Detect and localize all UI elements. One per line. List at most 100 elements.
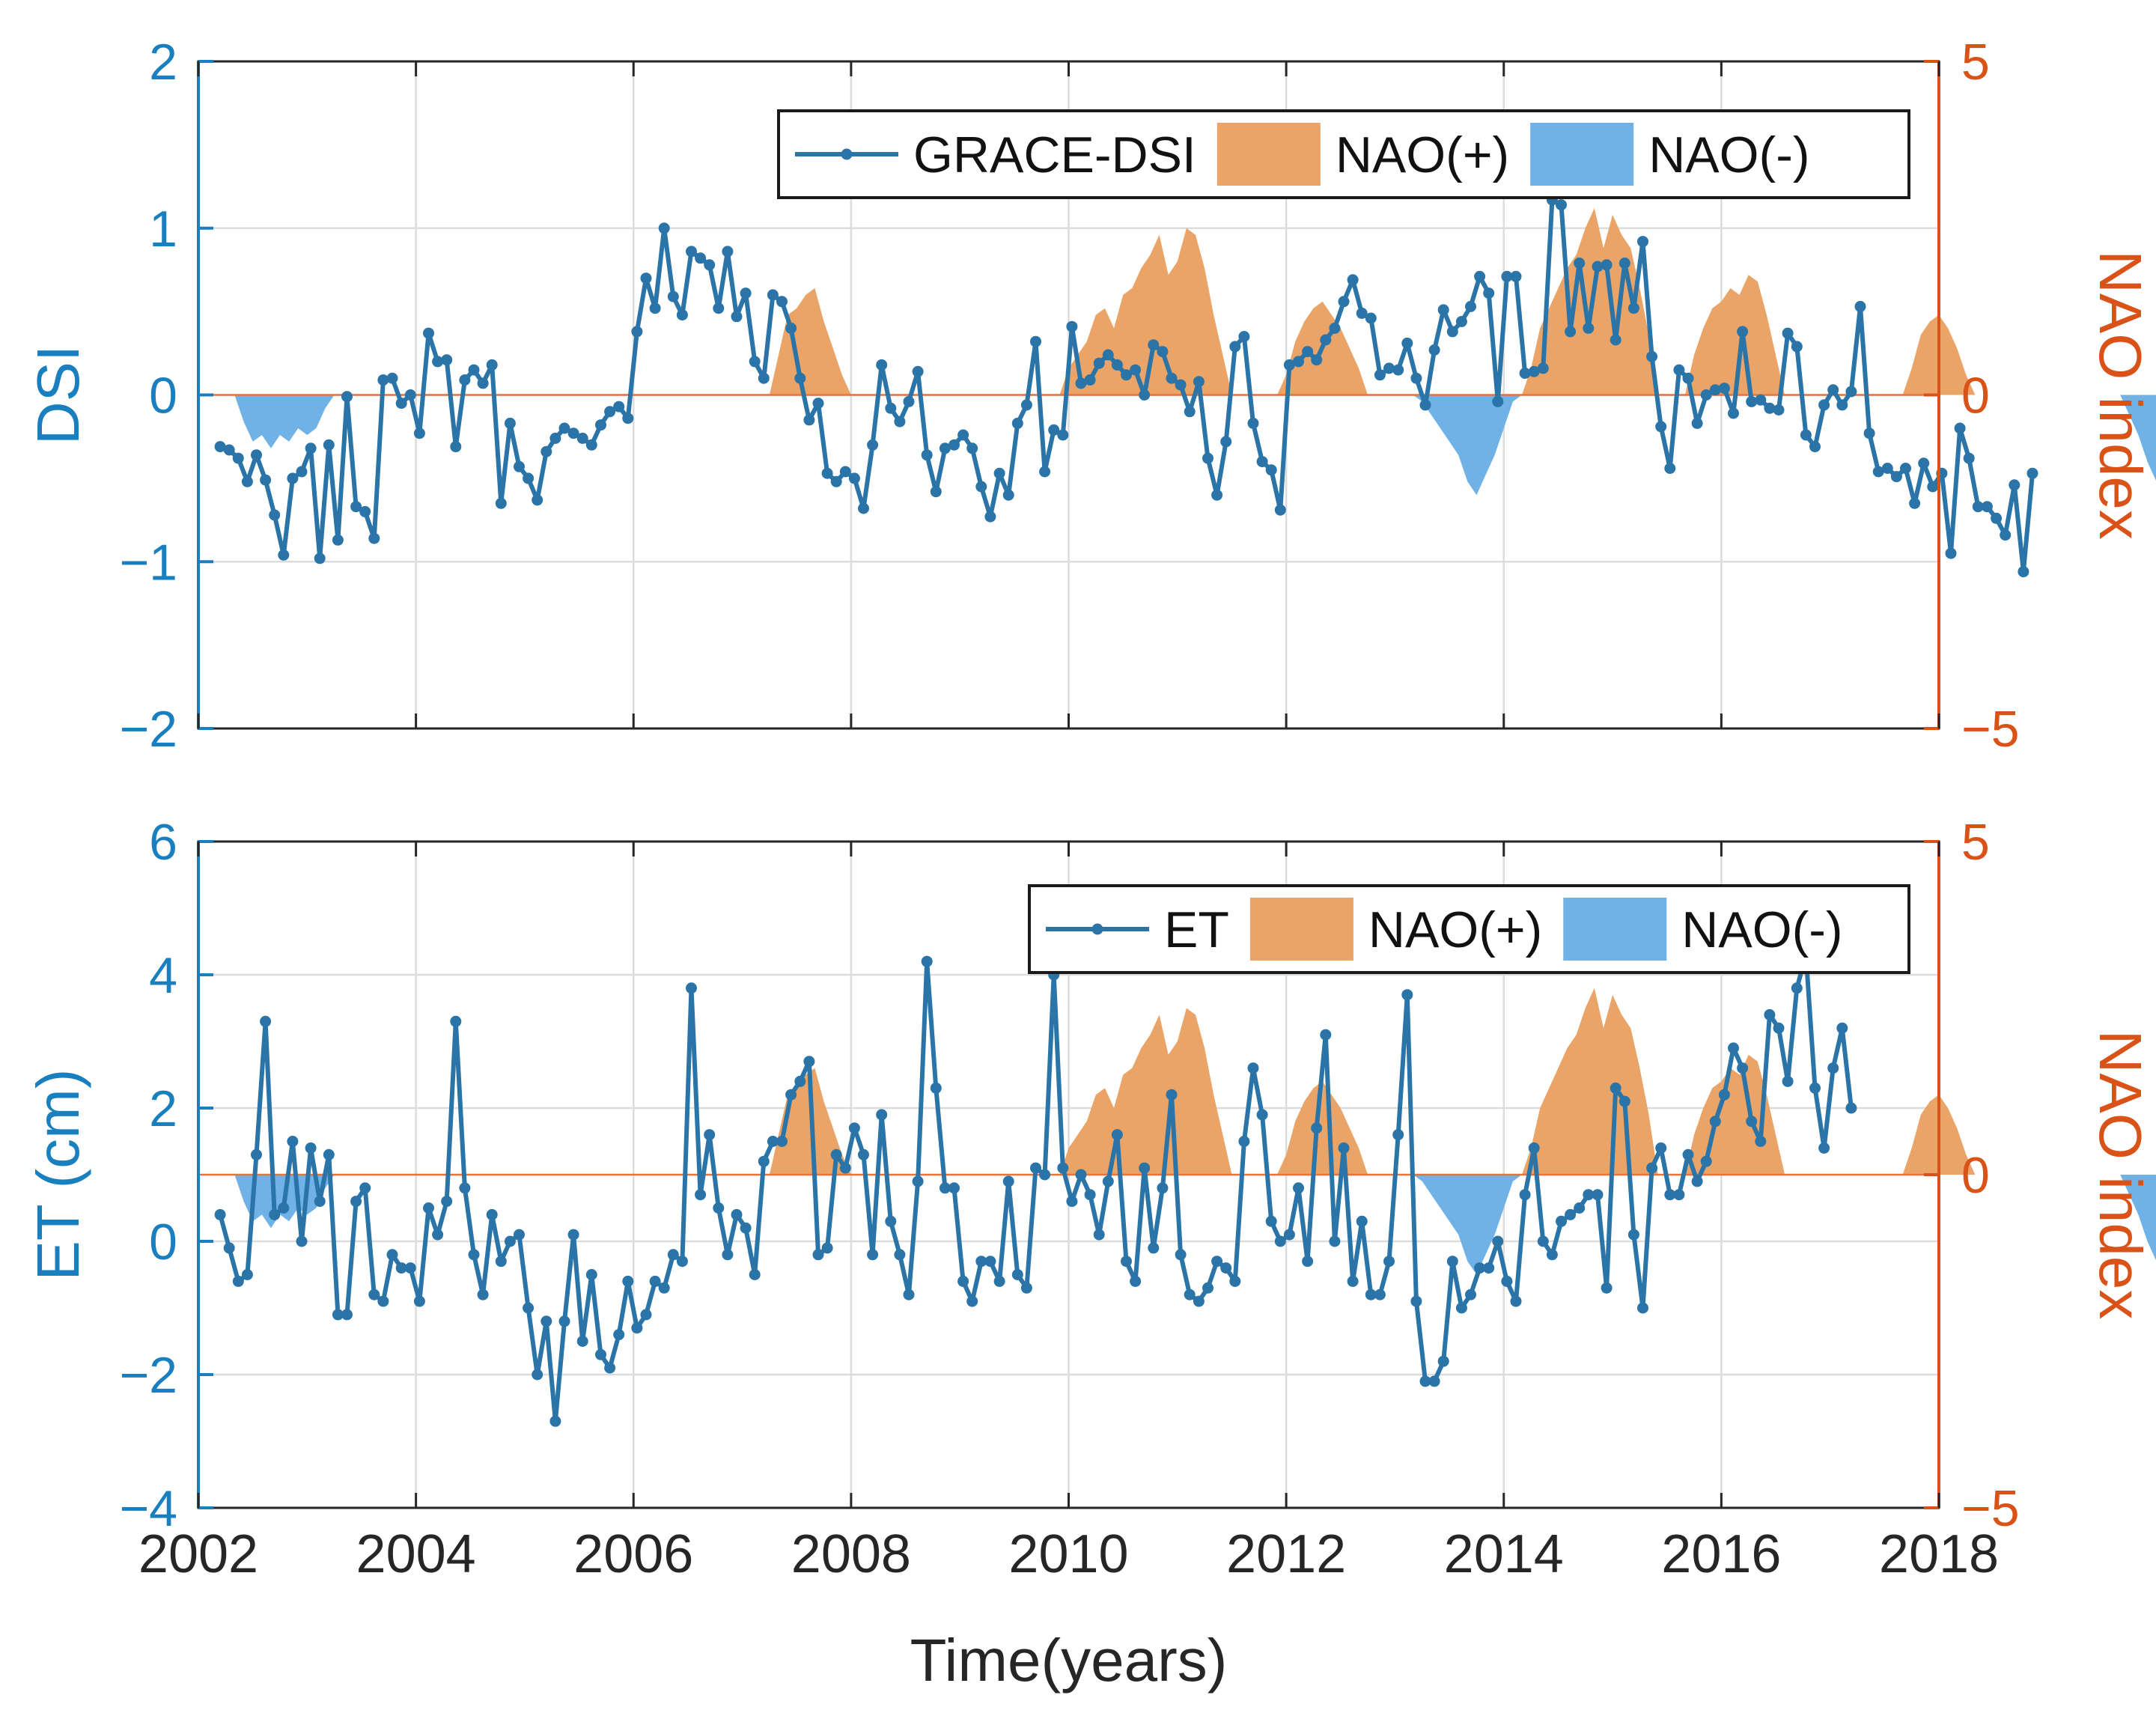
dsi-point (1945, 547, 1957, 559)
legend-label-grace-dsi: GRACE-DSI (913, 127, 1196, 183)
dsi-point (957, 429, 969, 441)
dsi-point (695, 252, 707, 264)
dsi-point (1446, 326, 1458, 338)
dsi-point (1048, 424, 1060, 436)
et-point (1746, 1116, 1758, 1128)
et-point (1556, 1215, 1567, 1227)
et-point (885, 1215, 897, 1227)
left-tick-label: 2 (149, 1080, 177, 1137)
dsi-point (1365, 312, 1377, 324)
et-point (323, 1148, 335, 1160)
dsi-point (1392, 364, 1404, 376)
legend-swatch-nao-pos-top (1216, 123, 1321, 186)
dsi-point (676, 309, 688, 321)
dsi-point (1746, 395, 1758, 407)
et-point (776, 1136, 788, 1147)
et-point (514, 1229, 525, 1241)
et-point (1283, 1229, 1295, 1241)
dsi-point (1845, 386, 1857, 398)
dsi-point (1890, 471, 1902, 483)
dsi-point (1881, 463, 1893, 474)
et-point (386, 1249, 398, 1261)
et-point (1011, 1269, 1023, 1280)
left-tick-label: 1 (149, 201, 177, 258)
nao-positive-area (225, 208, 2156, 395)
dsi-point (595, 419, 606, 431)
dsi-point (486, 359, 498, 371)
et-point (523, 1302, 535, 1314)
et-point (1157, 1182, 1169, 1194)
left-tick-label: 0 (149, 368, 177, 425)
left-tick-label: 4 (149, 947, 177, 1004)
dsi-point (1157, 346, 1169, 358)
dsi-point (576, 432, 588, 444)
dsi-point (1011, 417, 1023, 429)
et-point (1030, 1162, 1041, 1174)
et-point (622, 1275, 634, 1287)
et-point (1121, 1256, 1132, 1268)
dsi-point (1184, 406, 1196, 418)
et-point (839, 1162, 851, 1174)
dsi-point (332, 534, 344, 546)
dsi-point (514, 460, 525, 472)
dsi-point (1419, 399, 1431, 411)
dsi-point (404, 389, 416, 401)
et-point (1002, 1175, 1014, 1187)
et-point (359, 1182, 371, 1194)
dsi-point (540, 445, 552, 457)
et-point (640, 1309, 652, 1321)
et-point (1293, 1182, 1304, 1194)
dsi-point (223, 444, 235, 456)
et-point (1809, 1082, 1821, 1094)
et-point (1728, 1042, 1739, 1054)
dsi-point (1465, 300, 1476, 312)
dsi-point (1265, 464, 1277, 476)
et-point (232, 1275, 244, 1287)
et-point (676, 1256, 688, 1268)
et-point (1627, 1229, 1639, 1241)
x-tick-label: 2002 (138, 1524, 258, 1584)
et-point (1700, 1155, 1712, 1167)
dsi-point (1148, 339, 1160, 351)
y-axis-label-dsi: DSI (25, 345, 91, 445)
y-axis-label-nao-top: NAO index (2087, 250, 2154, 540)
dsi-point (1311, 354, 1323, 366)
et-point (1311, 1122, 1323, 1134)
et-point (667, 1249, 679, 1261)
dsi-point (287, 472, 299, 484)
et-point (395, 1262, 407, 1274)
right-axis-ticks-top: −5 0 5 (1924, 34, 2020, 758)
dsi-point (2018, 566, 2029, 578)
dsi-point (921, 449, 933, 461)
dsi-point (658, 222, 670, 234)
dsi-point (214, 441, 226, 453)
dsi-point (867, 439, 879, 451)
et-point (1347, 1275, 1359, 1287)
et-point (595, 1348, 606, 1360)
et-point (1592, 1189, 1604, 1201)
et-point (1356, 1215, 1368, 1227)
dsi-point (1728, 407, 1739, 419)
et-point (930, 1082, 942, 1094)
et-point (504, 1235, 516, 1247)
x-axis-ticks-top (197, 61, 1940, 728)
dsi-point (341, 391, 353, 403)
et-point (1483, 1262, 1495, 1274)
et-point (1193, 1295, 1205, 1307)
dsi-point (1102, 349, 1114, 361)
dsi-point (1827, 384, 1839, 396)
et-point (1827, 1062, 1839, 1074)
et-point (576, 1336, 588, 1347)
dsi-point (269, 509, 281, 521)
et-point (821, 1242, 833, 1254)
dsi-point (1401, 337, 1413, 349)
dsi-point (1510, 270, 1522, 282)
et-point (1682, 1148, 1694, 1160)
et-point (1664, 1189, 1676, 1201)
et-point (695, 1189, 707, 1201)
right-axis-ticks-bottom: −5 0 5 (1924, 814, 2020, 1537)
dsi-point (1773, 404, 1785, 416)
dsi-point (1618, 258, 1630, 269)
et-point (413, 1295, 425, 1307)
